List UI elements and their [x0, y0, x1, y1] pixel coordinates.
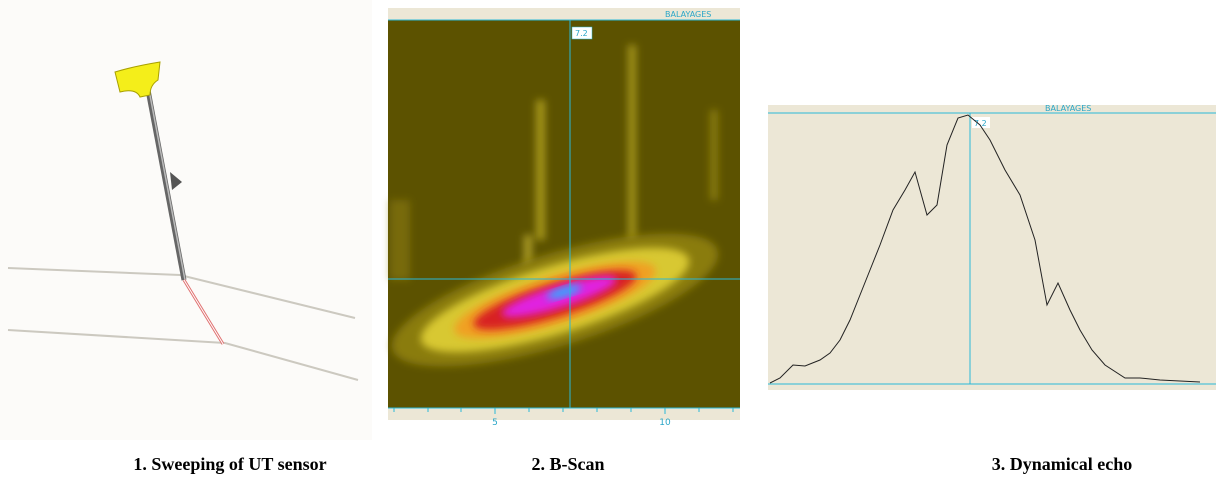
panel-bg — [768, 105, 1216, 390]
beam-core — [183, 279, 224, 345]
sensor-arrow — [170, 172, 182, 190]
bscan-panel: BALAYAGES 7.2 5 10 — [388, 8, 740, 428]
x-tick-label: 5 — [492, 418, 498, 428]
sensor-head — [114, 61, 161, 98]
surface-line — [7, 329, 359, 381]
echo-curve — [769, 114, 1201, 384]
cursor-label: 7.2 — [974, 119, 987, 128]
surface-line — [7, 267, 356, 319]
caption: 2. B-Scan — [531, 454, 604, 474]
sensor-panel — [0, 0, 372, 440]
cursor-label: 7.2 — [575, 29, 588, 38]
caption: 1. Sweeping of UT sensor — [133, 454, 326, 474]
x-ticks — [393, 408, 734, 414]
cursor-label-box — [571, 26, 593, 40]
echo-panel: BALAYAGES 7.2 — [768, 104, 1216, 390]
header: BALAYAGES — [665, 10, 711, 19]
panel-bg — [0, 0, 372, 440]
echo-streaks — [390, 45, 718, 280]
cursor-label-box — [972, 117, 990, 128]
x-tick-label: 10 — [659, 418, 671, 428]
caption: 3. Dynamical echo — [992, 454, 1132, 474]
header: BALAYAGES — [1045, 104, 1091, 113]
sensor-rod — [145, 89, 187, 281]
echo-blob — [391, 233, 719, 367]
sensor-rod-highlight — [148, 89, 186, 281]
